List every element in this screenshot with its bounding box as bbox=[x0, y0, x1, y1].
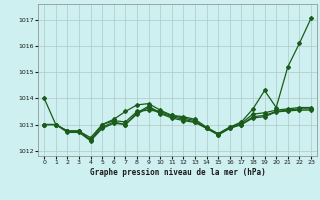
X-axis label: Graphe pression niveau de la mer (hPa): Graphe pression niveau de la mer (hPa) bbox=[90, 168, 266, 177]
